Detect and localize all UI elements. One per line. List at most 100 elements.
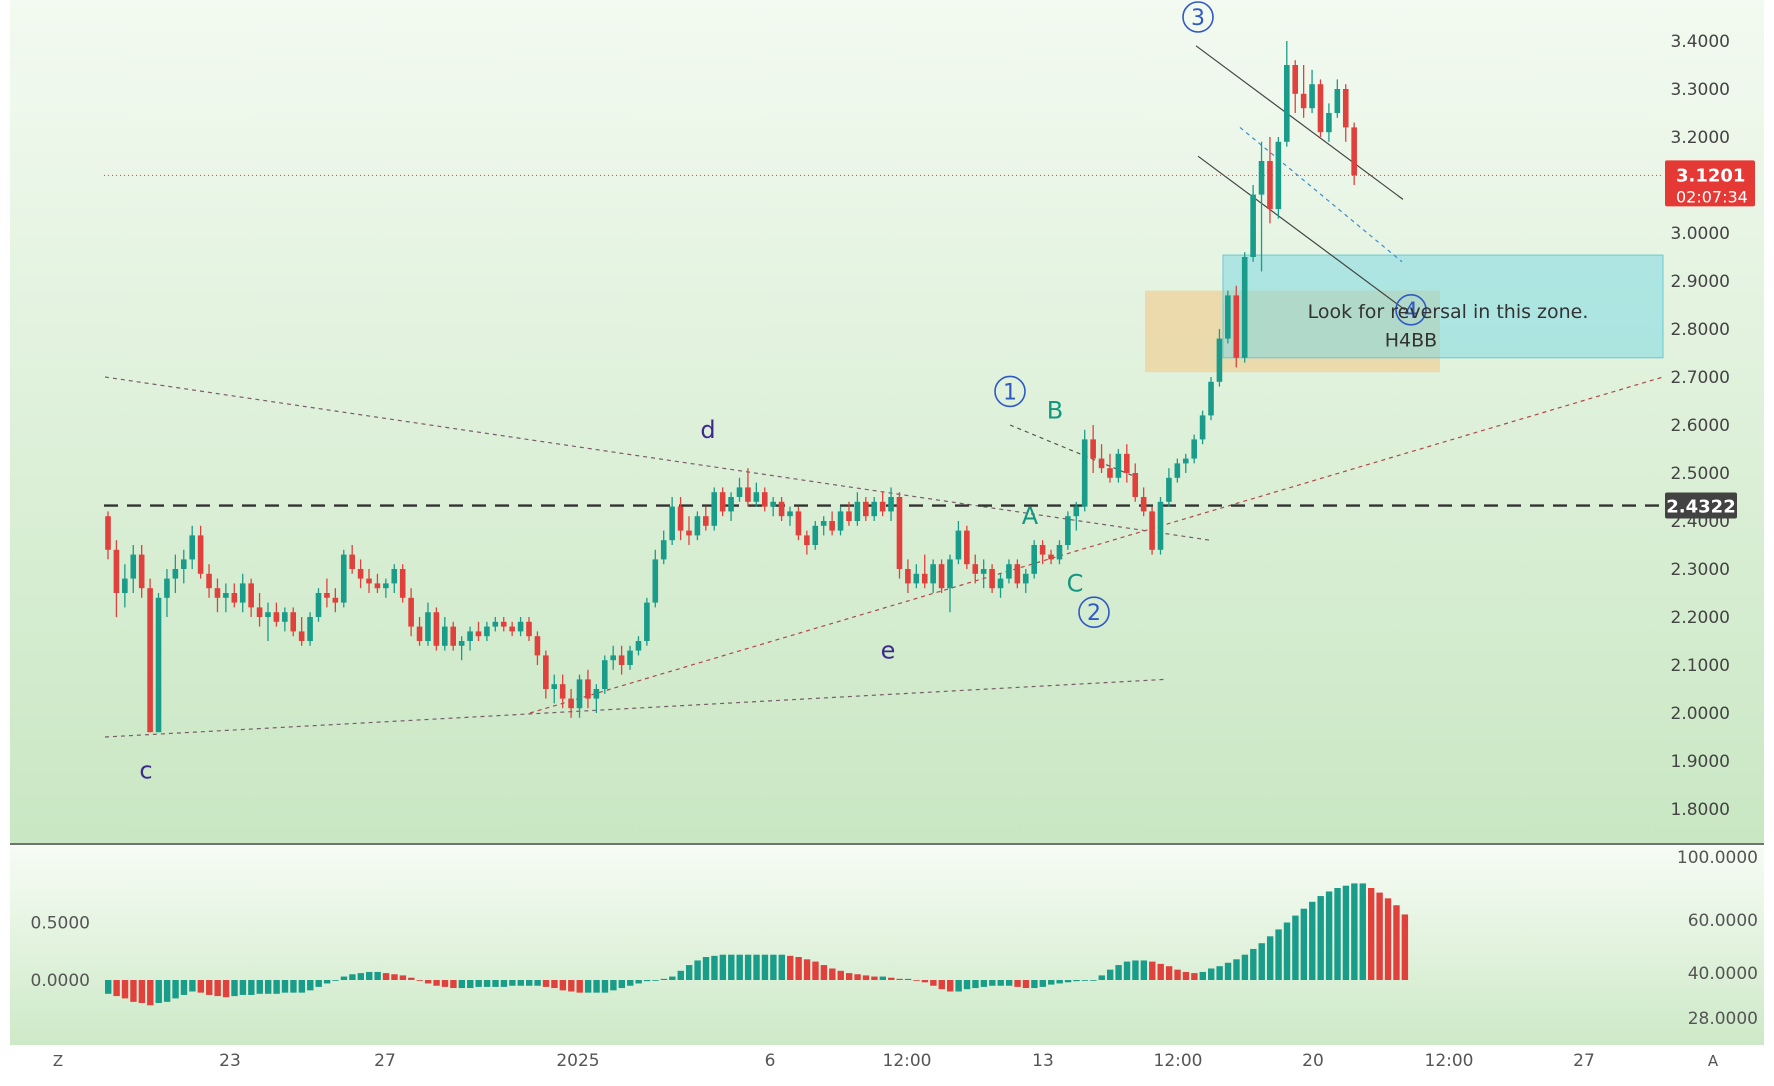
histogram-bar <box>677 970 684 980</box>
candle <box>1157 497 1164 555</box>
histogram-bar <box>963 980 971 990</box>
histogram-bar <box>138 980 146 1003</box>
histogram-bar <box>307 980 314 991</box>
candle <box>290 607 297 637</box>
candle <box>610 645 616 670</box>
histogram-bar <box>947 980 954 992</box>
wave-label-circle <box>1182 1 1214 33</box>
time-axis-tick: 2025 <box>556 1051 599 1071</box>
histogram-bar <box>542 980 550 987</box>
histogram-bar <box>660 978 668 980</box>
candle <box>1208 377 1214 421</box>
histogram-bar <box>1039 980 1047 987</box>
candle <box>1199 410 1206 445</box>
candle <box>214 578 221 613</box>
wave-label-circle <box>994 375 1026 408</box>
oscillator-left-axis-tick: 0.0000 <box>31 971 90 991</box>
histogram-bar <box>1317 896 1324 980</box>
candle <box>340 549 347 608</box>
candle-body <box>669 506 675 541</box>
candle <box>829 511 835 536</box>
candle <box>1351 122 1357 185</box>
histogram-bar <box>1157 963 1164 980</box>
histogram-bar <box>206 980 213 995</box>
triangle-lower-line <box>104 678 1166 738</box>
histogram-bar <box>871 976 878 980</box>
histogram-bar <box>559 980 567 991</box>
candle <box>930 559 936 593</box>
candle-body <box>315 593 322 617</box>
channel-upper-line <box>1195 45 1404 200</box>
candle <box>1225 290 1231 344</box>
histogram-bar <box>1132 960 1139 980</box>
candle-body <box>517 621 524 632</box>
candle-body <box>298 631 305 641</box>
candle-body <box>677 506 684 531</box>
candle-body <box>391 569 398 584</box>
histogram-bar <box>913 980 920 981</box>
histogram-bar <box>450 980 457 989</box>
candle <box>972 554 979 584</box>
candle-body <box>130 554 137 579</box>
time-axis-tick: 20 <box>1302 1051 1324 1071</box>
auto-scale-button[interactable]: A <box>1708 1052 1719 1070</box>
candle <box>1250 185 1256 262</box>
candle-body <box>416 626 423 641</box>
candle-body <box>282 612 288 622</box>
support-trendline <box>529 376 1664 714</box>
candle <box>1090 425 1096 473</box>
histogram-bar <box>829 968 836 980</box>
candle <box>576 674 583 718</box>
wave-label: 2 <box>1087 601 1101 626</box>
candle-body <box>1090 439 1096 459</box>
histogram-bar <box>467 980 474 989</box>
candle-body <box>593 689 600 699</box>
candle <box>164 569 170 617</box>
candle-body <box>1166 477 1172 502</box>
candle-body <box>484 626 490 637</box>
candle <box>1124 444 1130 483</box>
candle <box>938 559 945 593</box>
candle <box>568 689 574 718</box>
candle <box>787 506 793 526</box>
candle-body <box>147 588 153 733</box>
candle <box>1326 103 1332 142</box>
histogram-bar <box>1300 908 1308 980</box>
candle <box>416 617 423 646</box>
candle-body <box>1342 89 1349 128</box>
histogram-bar <box>214 980 221 997</box>
candle <box>425 602 431 646</box>
histogram-bar <box>803 959 811 980</box>
candle-body <box>383 583 389 589</box>
candle-body <box>888 497 894 512</box>
histogram-bar <box>778 954 785 980</box>
candle-body <box>644 602 650 641</box>
candle-body <box>1081 439 1088 507</box>
candle <box>980 559 987 589</box>
oscillator-left-axis-tick: 0.5000 <box>31 914 90 934</box>
candle <box>399 564 406 603</box>
zoom-reset-button[interactable]: Z <box>53 1052 63 1070</box>
histogram-bar <box>509 980 516 986</box>
histogram-bar <box>416 980 423 981</box>
candle <box>408 588 414 637</box>
histogram-bar <box>1098 975 1105 980</box>
histogram-bar <box>669 976 676 980</box>
candle-body <box>374 583 381 589</box>
histogram-bar <box>1334 888 1341 980</box>
candle <box>1031 540 1037 579</box>
candle-body <box>947 559 953 589</box>
candle <box>332 588 339 613</box>
candle <box>543 650 549 699</box>
candle-body <box>1250 194 1256 257</box>
histogram-bar <box>1342 885 1350 980</box>
candle-body <box>913 573 920 584</box>
candle <box>189 525 195 569</box>
candle <box>138 545 145 598</box>
wave-label: e <box>881 637 896 665</box>
histogram-bar <box>408 977 415 980</box>
candle <box>450 621 457 651</box>
candle-body <box>804 535 810 545</box>
candle-body <box>500 621 507 627</box>
candle <box>1014 559 1021 589</box>
